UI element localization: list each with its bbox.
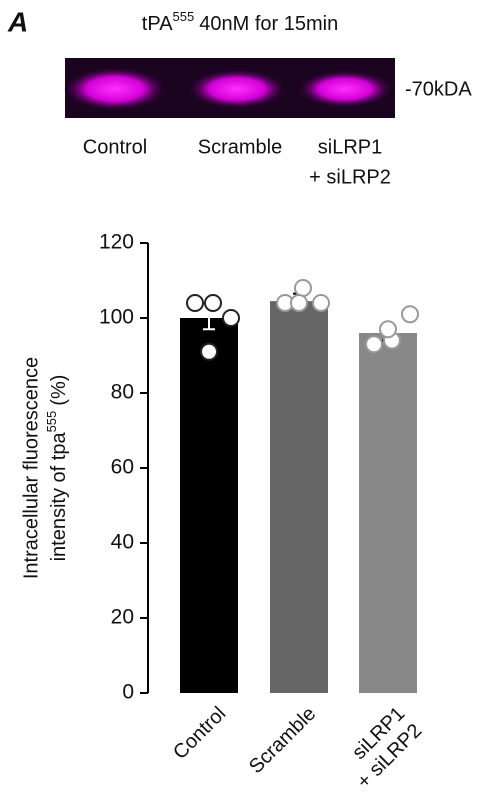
y-label-sup: 555 <box>44 411 59 433</box>
blot-title-sup: 555 <box>173 9 195 24</box>
y-label-text: intensity of tpa <box>48 432 70 562</box>
data-point <box>290 294 308 312</box>
bar <box>359 333 417 693</box>
blot-band <box>63 67 167 111</box>
y-label-line: Intracellular fluorescence <box>20 357 42 579</box>
lane-label: siLRP1 <box>318 136 382 158</box>
y-tick-label: 80 <box>111 381 134 404</box>
y-label-line: intensity of tpa555 (%) <box>44 375 70 562</box>
lane-label: Scramble <box>198 136 282 158</box>
data-point <box>200 342 218 361</box>
y-tick-label: 120 <box>99 231 134 254</box>
lane-label: + siLRP2 <box>309 166 391 188</box>
blot-marker: -70kDA <box>405 78 472 100</box>
data-point <box>186 294 204 312</box>
x-tick-label: siLRP1+ siLRP2 <box>348 703 426 793</box>
y-tick-label: 0 <box>122 681 134 704</box>
y-label-end: (%) <box>48 375 70 406</box>
blot-band <box>297 70 393 108</box>
y-tick-label: 20 <box>111 606 134 629</box>
x-tick-line: Scramble <box>245 703 320 778</box>
y-axis-label: Intracellular fluorescence intensity of … <box>20 357 70 579</box>
blot-title-rest: 40nM for 15min <box>199 13 338 35</box>
data-point <box>379 320 397 339</box>
panel-label: A <box>7 6 28 37</box>
x-tick-label: Scramble <box>245 703 320 778</box>
data-point <box>204 294 222 312</box>
y-tick-label: 40 <box>111 531 134 554</box>
data-point <box>294 279 312 297</box>
x-tick-label: Control <box>169 703 230 764</box>
data-point <box>401 305 419 324</box>
data-point <box>365 335 383 354</box>
data-point <box>312 294 330 312</box>
bar <box>180 318 238 693</box>
y-tick-label: 60 <box>111 456 134 479</box>
blot-title-main: tPA <box>142 13 173 35</box>
y-tick-label: 100 <box>99 306 134 329</box>
blot-band <box>187 69 287 109</box>
lane-label: Control <box>83 136 147 158</box>
bar <box>270 301 328 693</box>
x-tick-line: Control <box>169 703 230 764</box>
data-point <box>222 309 240 327</box>
blot-title: tPA555 40nM for 15min <box>142 9 338 35</box>
